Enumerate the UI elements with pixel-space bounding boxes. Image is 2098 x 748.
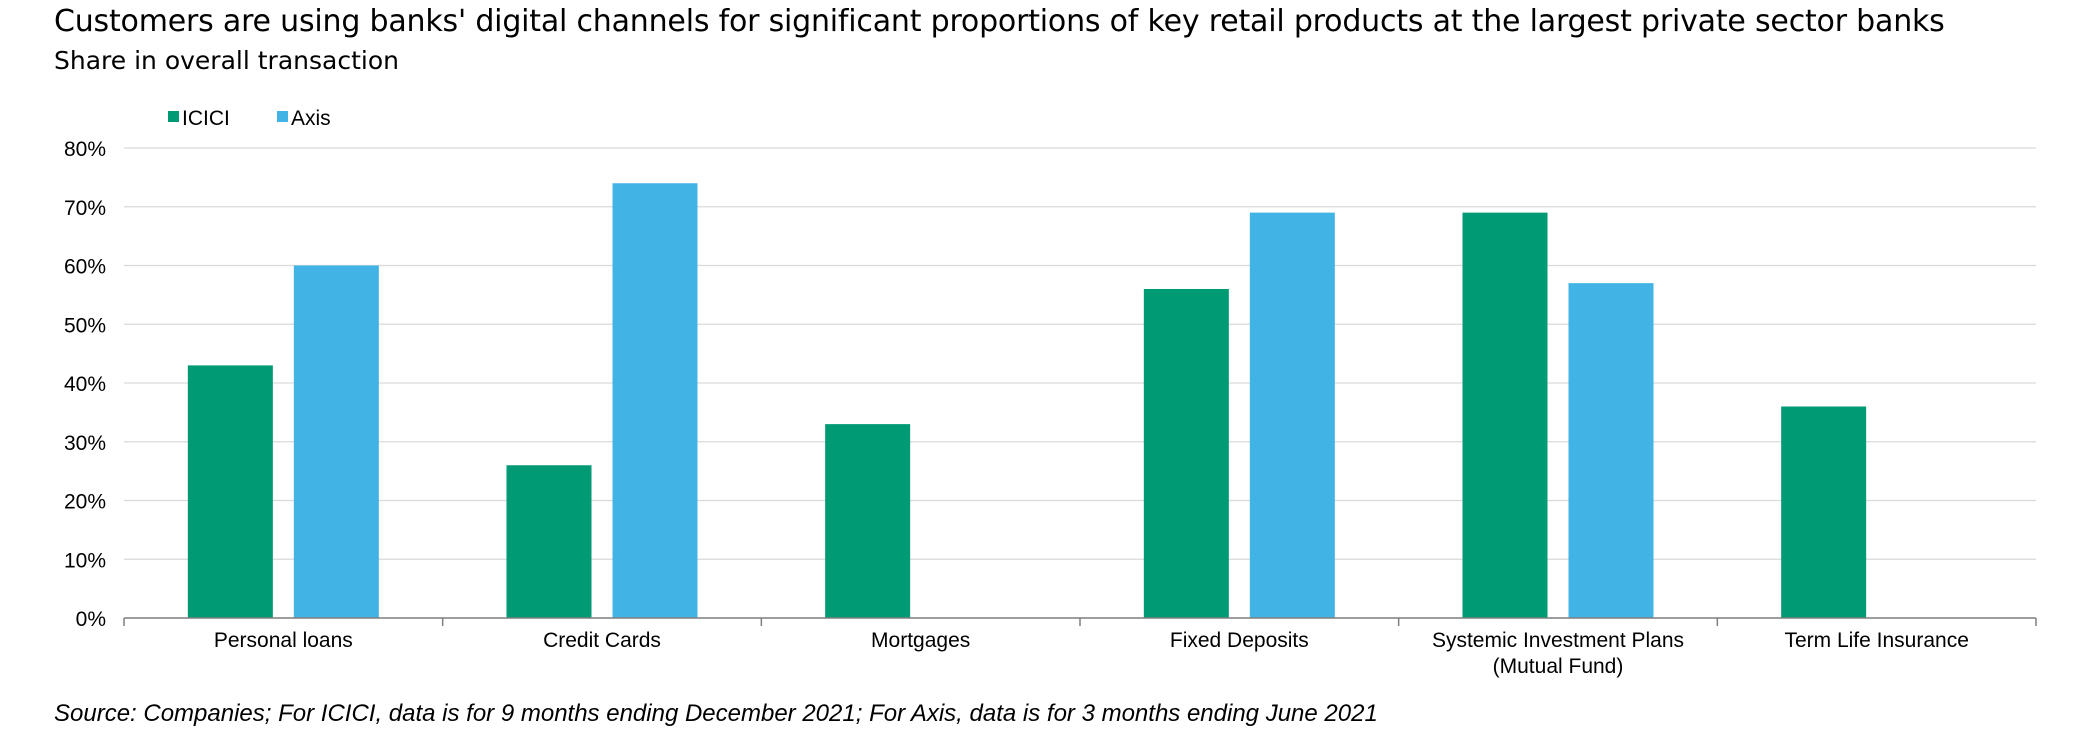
chart-title: Customers are using banks' digital chann… [54, 4, 1945, 39]
y-tick-label: 60% [64, 256, 106, 279]
bar-chart: 0% 10% 20% 30% 40% 50% 60% 70% 80% Personal loans… [64, 107, 2037, 678]
y-tick-label: 40% [64, 373, 106, 396]
axes: 0% 10% 20% 30% 40% 50% 60% 70% 80% Personal loans… [64, 138, 2037, 678]
legend-swatch-axis [277, 111, 288, 122]
x-category-label: Credit Cards [543, 629, 661, 652]
legend-swatch-icici [168, 111, 179, 122]
bar-icici [187, 365, 273, 618]
bar-axis [293, 265, 379, 618]
legend: ICICI Axis [168, 107, 331, 130]
legend-label-axis: Axis [291, 107, 331, 130]
x-category-label: Term Life Insurance [1784, 629, 1968, 652]
y-tick-label: 10% [64, 549, 106, 572]
gridlines [124, 147, 2036, 560]
bar-icici [825, 424, 911, 618]
bar-icici [506, 465, 592, 618]
bar-axis [612, 183, 698, 618]
legend-label-icici: ICICI [182, 107, 230, 130]
bar-icici [1143, 289, 1229, 618]
y-tick-label: 50% [64, 314, 106, 337]
x-category-label: Fixed Deposits [1170, 629, 1309, 652]
y-tick-label: 80% [64, 138, 106, 161]
y-tick-label: 30% [64, 432, 106, 455]
x-category-label: Systemic Investment Plans (Mutual Fund) [1432, 629, 1684, 678]
y-tick-label: 70% [64, 197, 106, 220]
bar-icici [1462, 212, 1548, 618]
chart-subtitle: Share in overall transaction [54, 46, 399, 75]
bars [187, 183, 1867, 618]
bar-icici [1781, 406, 1867, 618]
y-tick-label: 20% [64, 491, 106, 514]
source-note: Source: Companies; For ICICI, data is fo… [54, 700, 1378, 727]
x-category-label: Mortgages [871, 629, 970, 652]
y-tick-label: 0% [76, 608, 106, 631]
bar-axis [1249, 212, 1335, 618]
bar-axis [1568, 283, 1654, 618]
x-category-label: Personal loans [214, 629, 353, 652]
